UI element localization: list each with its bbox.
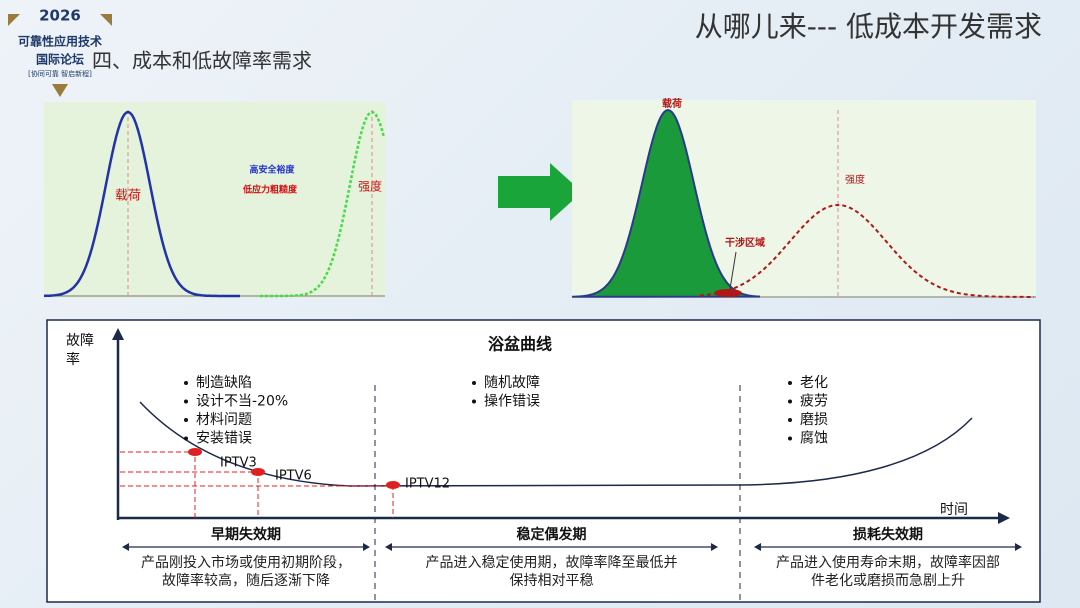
- phase-name: 早期失效期: [211, 526, 281, 543]
- slide-title: 从哪儿来--- 低成本开发需求: [695, 10, 1042, 43]
- logo-slogan: [协同可靠 智启新程]: [28, 69, 92, 78]
- strength-label: 强度: [358, 179, 382, 194]
- phase-description: 保持相对平稳: [510, 573, 594, 589]
- strength-label: 强度: [845, 173, 865, 186]
- x-axis-label: 时间: [940, 502, 968, 518]
- bullet-dot: [472, 381, 476, 385]
- logo-name: 可靠性应用技术: [18, 34, 102, 49]
- bullet-dot: [184, 436, 188, 441]
- note: 高安全裕度: [249, 164, 295, 176]
- bullet-text: 磨损: [800, 412, 828, 428]
- load-curve: [43, 110, 240, 298]
- bullet-text: 老化: [800, 375, 828, 391]
- point: [386, 481, 400, 489]
- bullet-text: 随机故障: [484, 375, 540, 391]
- section-heading: 四、成本和低故障率需求: [92, 49, 312, 73]
- bullet-text: 安装错误: [196, 431, 252, 447]
- load-label: 载荷: [662, 97, 682, 110]
- bathtub-title: 浴盆曲线: [488, 335, 552, 354]
- y-label-box: 故障率: [66, 333, 94, 368]
- bullet-dot: [472, 399, 476, 404]
- bullet-dot: [184, 399, 188, 404]
- bullet-text: 操作错误: [484, 394, 540, 410]
- y-axis-label: 故障率: [66, 333, 94, 368]
- phase-name: 稳定偶发期: [517, 526, 587, 543]
- logo-shape: [8, 14, 112, 26]
- phase-description: 产品进入稳定使用期，故障率降至最低并: [426, 554, 678, 571]
- logo-sub: 国际论坛: [36, 52, 84, 67]
- phase-description: 产品进入使用寿命末期，故障率因部: [776, 554, 1000, 571]
- interference-label: 干涉区域: [725, 236, 765, 249]
- bathtub-curve: [139, 401, 973, 487]
- point-label: IPTV12: [405, 477, 450, 492]
- bullet-dot: [788, 418, 792, 422]
- logo-year: 2026: [39, 7, 81, 25]
- bullet-dot: [788, 381, 792, 385]
- bullet-dot: [184, 381, 188, 385]
- pointer: [729, 251, 737, 290]
- strength-curve: [260, 110, 386, 298]
- phase-name: 损耗失效期: [853, 526, 923, 543]
- bullet-text: 腐蚀: [800, 430, 828, 447]
- diagram-panel: [44, 102, 385, 298]
- axis-arrow: [998, 512, 1010, 524]
- bullet-text: 疲劳: [800, 393, 828, 410]
- strength-curve: [699, 203, 1034, 298]
- load-label: 载荷: [115, 189, 141, 204]
- phase-description: 故障率较高，随后逐渐下降: [162, 572, 330, 589]
- bullet-text: 制造缺陷: [196, 375, 252, 391]
- phase-description: 产品刚投入市场或使用初期阶段，: [141, 554, 351, 571]
- logo-shape: [52, 84, 68, 97]
- bullet-dot: [788, 436, 792, 441]
- bathtub-panel: [46, 319, 1041, 603]
- point: [251, 468, 265, 476]
- bullet-text: 设计不当-20%: [196, 394, 288, 410]
- point-label: IPTV3: [220, 456, 257, 471]
- axis-arrow: [112, 328, 124, 340]
- phase-description: 件老化或磨损而急剧上升: [811, 573, 965, 589]
- bullet-dot: [184, 418, 188, 422]
- point-label: IPTV6: [275, 469, 312, 484]
- bullet-dot: [788, 399, 792, 404]
- point: [188, 448, 202, 456]
- interference-region: [714, 289, 742, 297]
- bullet-text: 材料问题: [196, 412, 252, 428]
- note: 低应力粗糙度: [242, 184, 298, 196]
- transition-arrow: [498, 163, 582, 221]
